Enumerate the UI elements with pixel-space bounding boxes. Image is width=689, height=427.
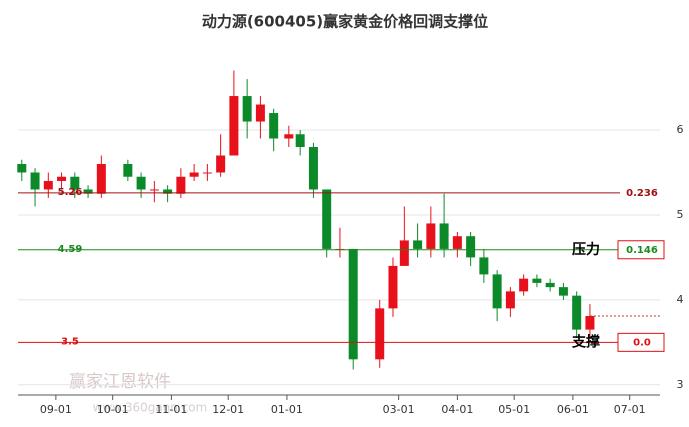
- candle-body: [17, 163, 27, 173]
- candle-body: [519, 278, 529, 292]
- y-tick-label: 3: [677, 378, 684, 391]
- x-tick-label: 05-01: [498, 403, 530, 416]
- level-value: 4.59: [58, 244, 83, 255]
- candle-body: [505, 291, 515, 309]
- candle-body: [176, 176, 186, 194]
- candle-body: [202, 172, 212, 174]
- level-label: 0.236: [626, 188, 658, 199]
- candle-body: [242, 96, 252, 122]
- candle-body: [492, 274, 502, 309]
- candle-body: [83, 189, 93, 194]
- candle-body: [388, 265, 398, 309]
- y-tick-label: 4: [677, 293, 684, 306]
- candle-body: [70, 176, 80, 190]
- candle-body: [57, 176, 67, 181]
- candle-body: [426, 223, 436, 249]
- candle-body: [439, 223, 449, 249]
- candle-body: [545, 282, 555, 288]
- candle-body: [216, 155, 226, 173]
- candle-body: [413, 240, 423, 249]
- x-tick-label: 09-01: [40, 403, 72, 416]
- level-note: 压力: [572, 241, 600, 258]
- candle-body: [585, 316, 595, 330]
- level-label: 0.146: [626, 245, 658, 256]
- candle-body: [532, 278, 542, 283]
- candle-body: [30, 172, 40, 190]
- chart-title: 动力源(600405)赢家黄金价格回调支撑位: [202, 13, 488, 31]
- x-tick-label: 07-01: [614, 403, 646, 416]
- candle-body: [348, 248, 358, 360]
- candle-body: [163, 189, 173, 194]
- x-tick-label: 10-01: [97, 403, 129, 416]
- candle-body: [295, 134, 305, 148]
- candle-body: [452, 236, 462, 249]
- y-tick-label: 6: [677, 123, 684, 136]
- candle-body: [284, 134, 294, 139]
- candle-body: [466, 236, 476, 258]
- candle-body: [322, 189, 332, 249]
- level-box: [617, 332, 665, 352]
- candle-body: [136, 176, 146, 190]
- candle-body: [399, 240, 409, 266]
- candle-body: [375, 308, 385, 360]
- candle-body: [572, 295, 582, 330]
- candle-body: [479, 257, 489, 275]
- x-tick-label: 01-01: [271, 403, 303, 416]
- watermark-url: www.360gann.com: [93, 401, 208, 415]
- candle-body: [149, 189, 159, 191]
- x-tick-label: 12-01: [212, 403, 244, 416]
- candle-body: [123, 163, 133, 177]
- candle-body: [558, 287, 568, 296]
- candle-body: [189, 172, 199, 177]
- watermark: 赢家江恩软件: [69, 372, 171, 392]
- level-box: [617, 240, 665, 260]
- y-tick-label: 5: [677, 208, 684, 221]
- candle-body: [269, 113, 279, 139]
- level-note: 支撑: [571, 333, 600, 350]
- level-value: 3.5: [61, 336, 79, 347]
- x-tick-label: 04-01: [441, 403, 473, 416]
- x-tick-label: 11-01: [155, 403, 187, 416]
- candle-body: [255, 104, 265, 122]
- x-tick-label: 03-01: [383, 403, 415, 416]
- candle-body: [96, 163, 106, 194]
- candle-body: [43, 180, 53, 190]
- x-tick-label: 06-01: [557, 403, 589, 416]
- candle-body: [229, 96, 239, 156]
- level-value: 5.26: [58, 187, 83, 198]
- level-label: 0.0: [633, 337, 651, 348]
- candle-body: [308, 147, 318, 190]
